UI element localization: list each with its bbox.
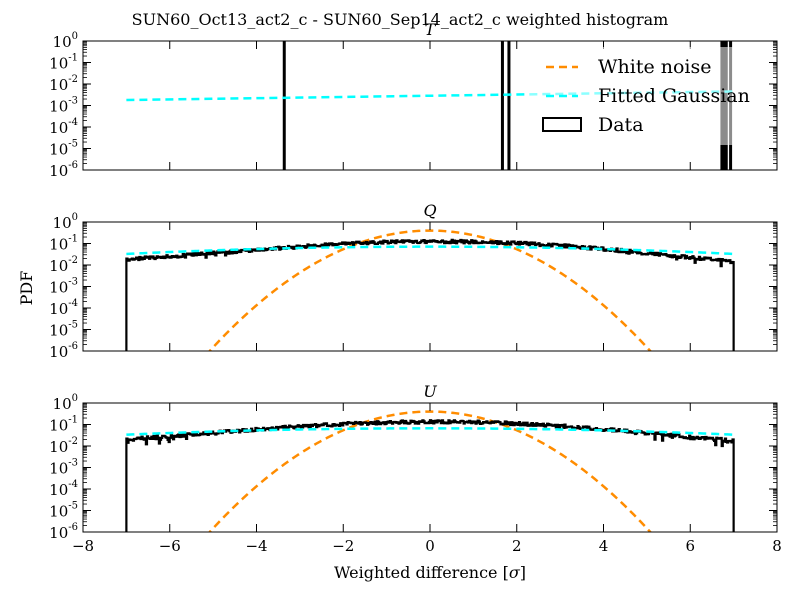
legend-data-label: Data <box>598 114 644 136</box>
legend-white-noise-label: White noise <box>598 56 712 78</box>
x-tick-label: 8 <box>772 537 782 555</box>
panel-title: Q <box>423 201 436 220</box>
y-tick-label: 10-5 <box>49 139 78 159</box>
y-tick-label: 10-1 <box>49 415 78 435</box>
series-data-histogram <box>125 238 735 351</box>
y-tick-label: 10-2 <box>49 74 78 94</box>
y-tick-label: 100 <box>53 393 78 413</box>
series-fitted-gaussian-line <box>126 90 734 102</box>
x-tick-label: −2 <box>332 537 354 555</box>
series-white-noise-line <box>208 410 652 532</box>
x-tick-label: 0 <box>425 537 435 555</box>
plot-area <box>125 410 735 532</box>
y-axis-label: PDF <box>17 271 36 306</box>
series-white-noise-line <box>208 229 652 351</box>
y-tick-label: 100 <box>53 212 78 232</box>
panel-u: U −8 −6 −4 −2 0 2 4 6 8 10010-110-210-310-410-510-… <box>49 382 782 555</box>
panel-title: U <box>423 382 437 401</box>
y-tick-label: 10-6 <box>49 522 78 542</box>
y-tick-label: 10-4 <box>49 117 78 137</box>
x-tick-label: −4 <box>245 537 267 555</box>
legend-data-swatch <box>542 117 582 132</box>
y-tick-label: 10-3 <box>49 277 78 297</box>
y-tick-label: 10-2 <box>49 436 78 456</box>
x-tick-label: 6 <box>685 537 695 555</box>
series-fitted-gaussian-line <box>126 427 734 436</box>
y-tick-label: 10-2 <box>49 255 78 275</box>
y-tick-label: 10-1 <box>49 234 78 254</box>
y-tick-label: 10-3 <box>49 458 78 478</box>
y-tick-label: 10-4 <box>49 479 78 499</box>
x-tick-label: −6 <box>159 537 181 555</box>
series-fitted-gaussian-line <box>126 245 734 256</box>
figure-title: SUN60_Oct13_act2_c - SUN60_Sep14_act2_c … <box>132 10 669 29</box>
y-tick-label: 10-5 <box>49 501 78 521</box>
y-tick-label: 10-5 <box>49 320 78 340</box>
y-tick-label: 100 <box>53 31 78 51</box>
x-tick-label: 2 <box>512 537 522 555</box>
x-tick-label: 4 <box>599 537 609 555</box>
legend: White noise Fitted Gaussian Data <box>528 47 768 145</box>
legend-fitted-gaussian-label: Fitted Gaussian <box>598 85 750 107</box>
y-tick-label: 10-3 <box>49 96 78 116</box>
x-tick-label: −8 <box>72 537 94 555</box>
y-tick-label: 10-6 <box>49 341 78 361</box>
series-data-histogram <box>125 419 735 532</box>
y-tick-label: 10-4 <box>49 298 78 318</box>
y-tick-label: 10-6 <box>49 160 78 180</box>
legend-background <box>528 47 768 145</box>
plot-area <box>125 229 735 351</box>
panel-title: T <box>425 20 437 39</box>
x-axis-label: Weighted difference [σ] <box>334 563 526 582</box>
y-tick-label: 10-1 <box>49 53 78 73</box>
